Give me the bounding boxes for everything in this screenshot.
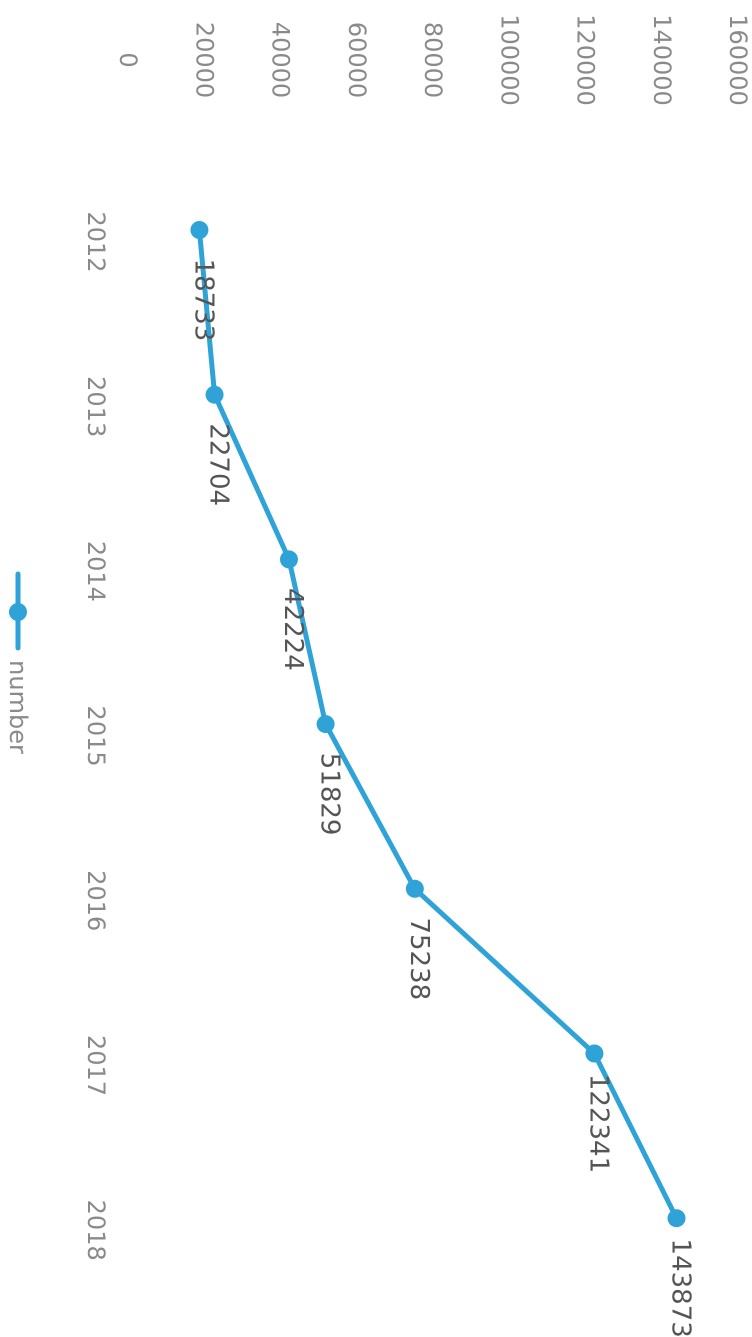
data-label: 75238 xyxy=(404,917,434,1000)
category-tick-label: 2017 xyxy=(82,1035,110,1096)
data-point[interactable] xyxy=(667,1209,686,1228)
data-point[interactable] xyxy=(316,715,335,734)
data-label: 42224 xyxy=(278,588,308,671)
legend-dot-marker xyxy=(9,603,27,621)
series-line-number xyxy=(196,227,679,1221)
legend-label: number xyxy=(4,660,32,754)
series-layer xyxy=(190,221,686,1228)
legend: number xyxy=(4,571,32,754)
value-tick-label: 20000 xyxy=(190,22,218,98)
data-label: 18733 xyxy=(188,259,218,342)
category-tick-label: 2016 xyxy=(82,870,110,931)
data-label: 51829 xyxy=(315,753,345,836)
data-label: 22704 xyxy=(204,423,234,506)
category-tick-label: 2018 xyxy=(82,1200,110,1261)
data-point[interactable] xyxy=(279,550,298,569)
value-tick-label: 80000 xyxy=(419,22,447,98)
value-tick-label: 160000 xyxy=(724,14,752,106)
data-label: 122341 xyxy=(583,1074,613,1173)
value-tick-label: 40000 xyxy=(267,22,295,98)
value-tick-label: 60000 xyxy=(343,22,371,98)
data-label-layer: 18733 22704 42224 51829 75238 122341 143873 xyxy=(188,259,695,1337)
value-tick-label: 140000 xyxy=(648,14,676,106)
category-tick-label: 2013 xyxy=(82,376,110,437)
data-point[interactable] xyxy=(205,385,224,404)
category-axis: 2012 2013 2014 2015 2016 2017 2018 xyxy=(82,211,110,1260)
value-tick-label: 120000 xyxy=(572,14,600,106)
data-point[interactable] xyxy=(190,221,209,239)
value-tick-label: 0 xyxy=(114,52,142,67)
value-axis: 0 20000 40000 60000 80000 100000 120000 140000 1… xyxy=(114,14,752,106)
data-point[interactable] xyxy=(585,1044,604,1063)
value-tick-label: 100000 xyxy=(495,14,523,106)
category-tick-label: 2012 xyxy=(82,211,110,272)
category-tick-label: 2015 xyxy=(82,706,110,767)
data-label: 143873 xyxy=(666,1239,696,1337)
data-point[interactable] xyxy=(405,879,424,898)
category-tick-label: 2014 xyxy=(82,541,110,602)
